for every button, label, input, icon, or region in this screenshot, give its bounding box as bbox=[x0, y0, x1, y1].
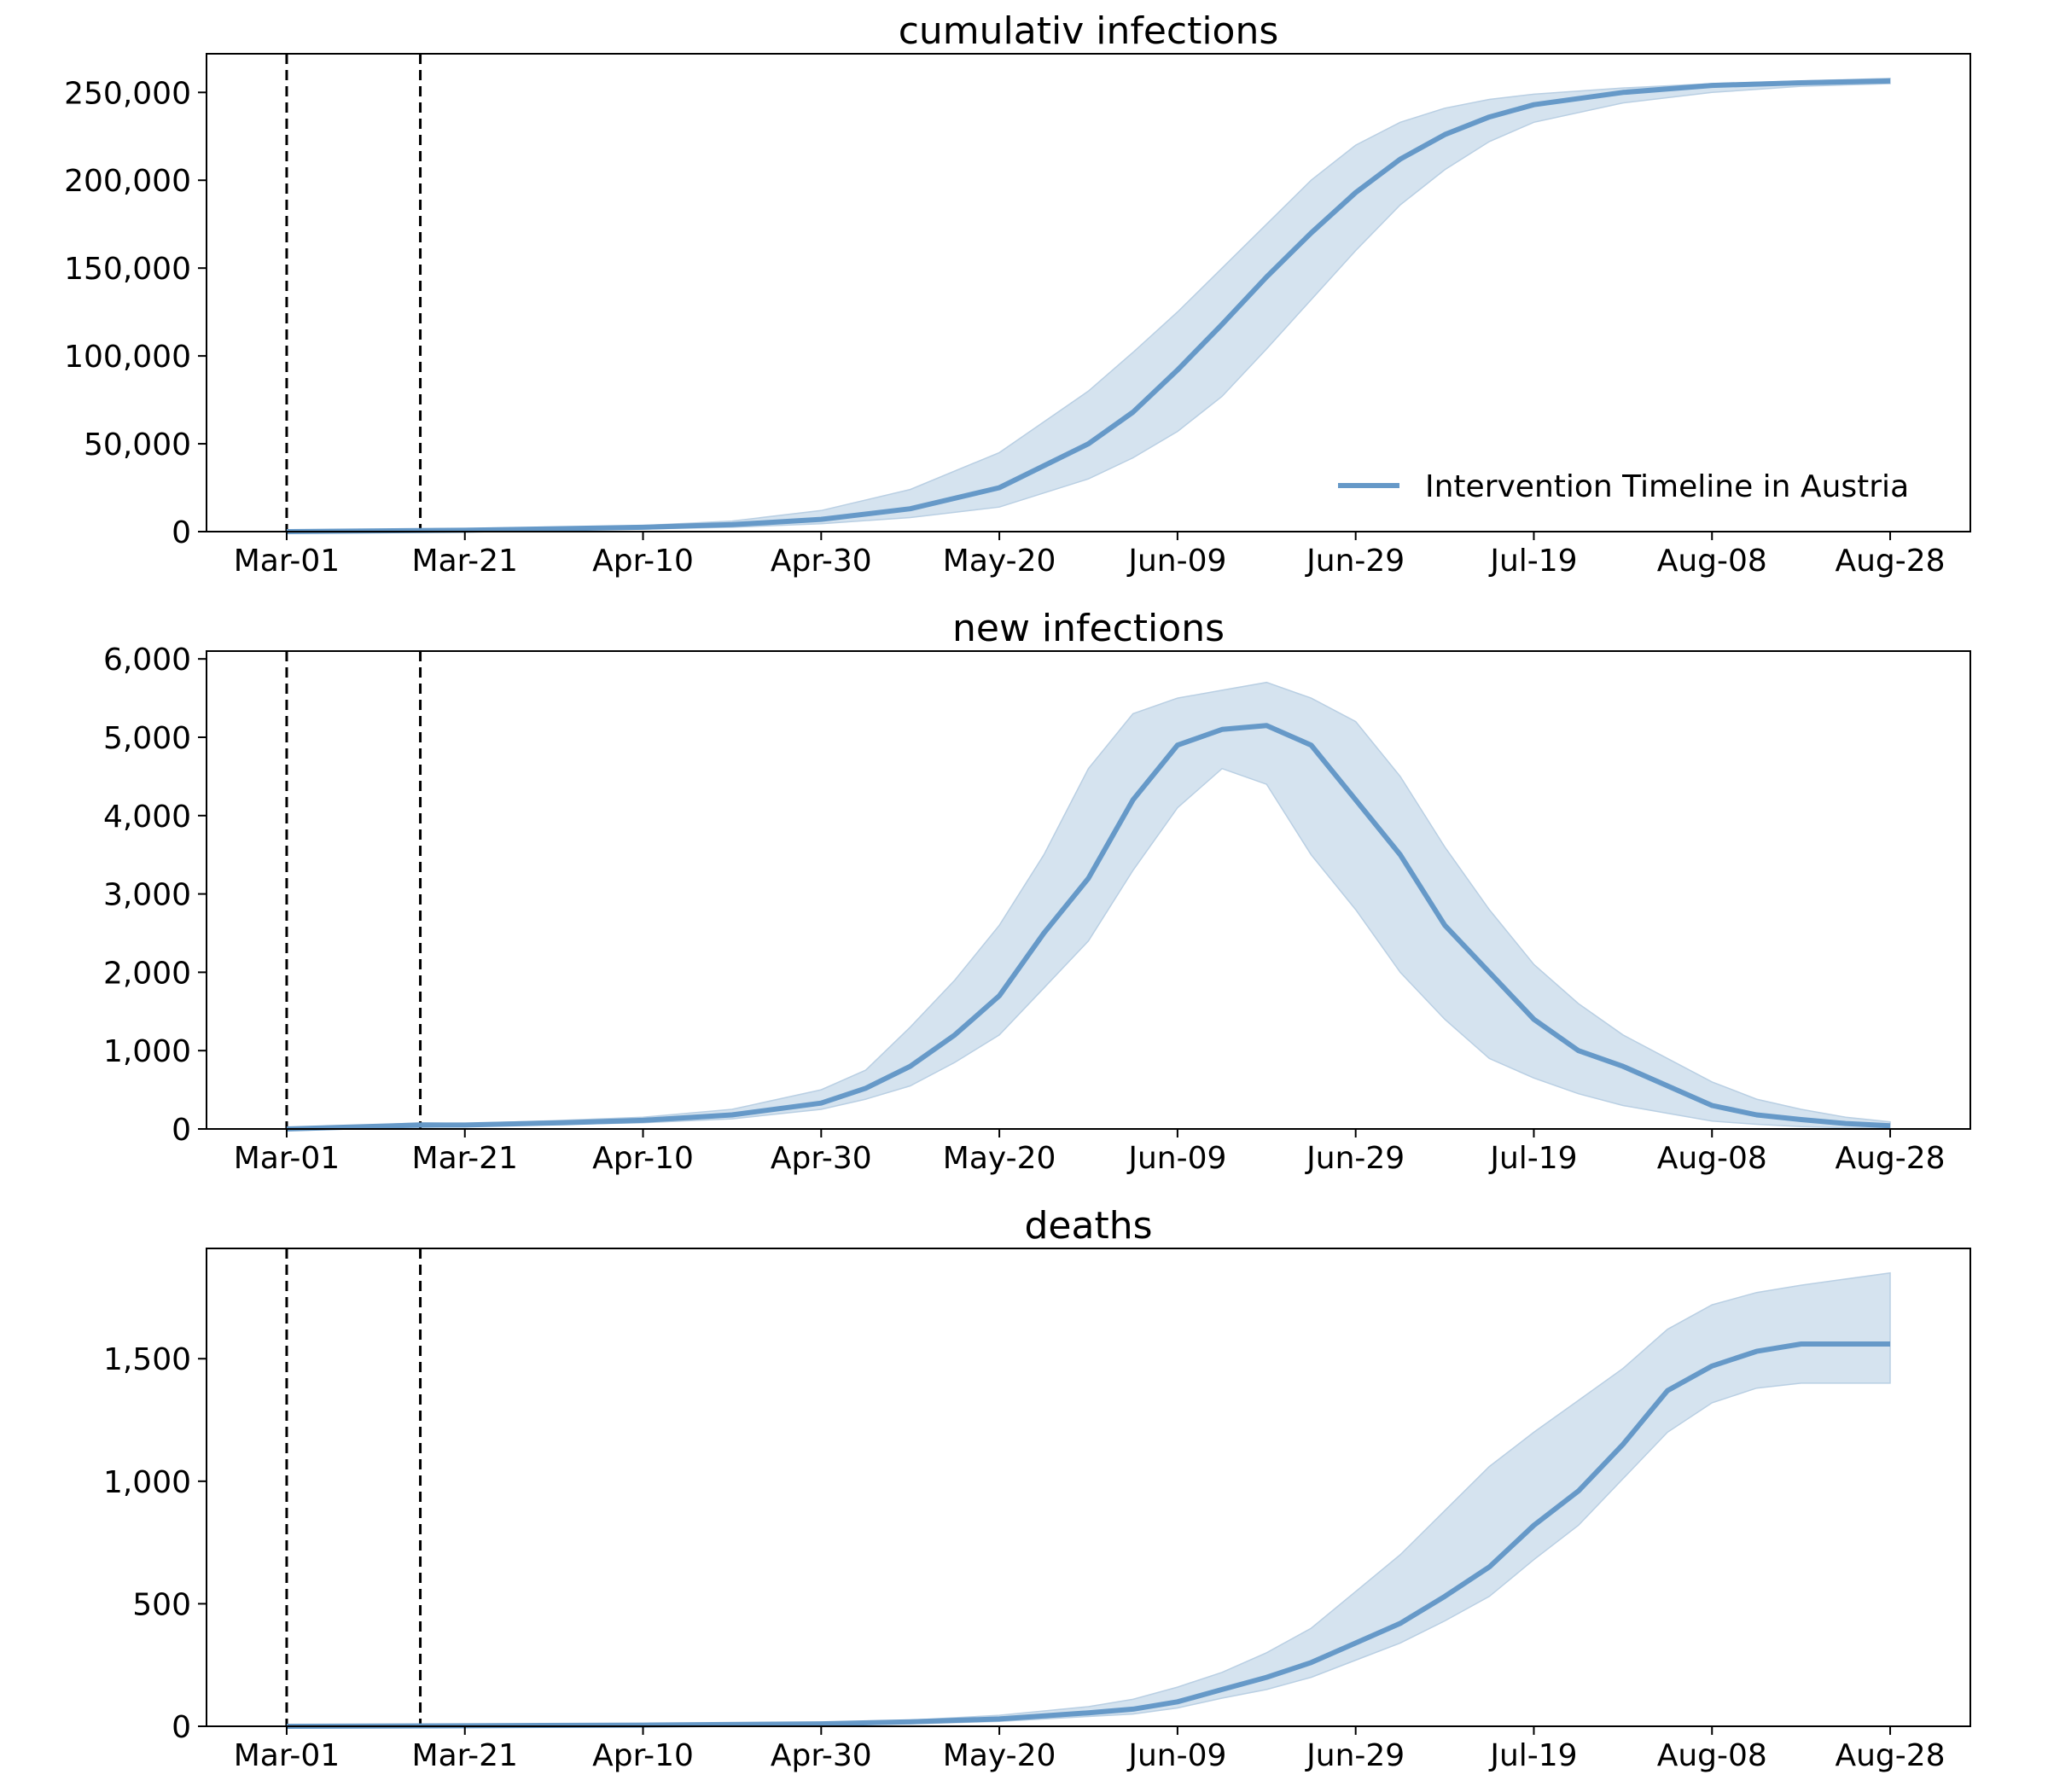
new-infections-median-line bbox=[286, 723, 1891, 1132]
new-infections-y-tick-label: 3,000 bbox=[103, 878, 191, 913]
cumulative-x-tick-label: Aug-08 bbox=[1657, 544, 1767, 579]
cumulative-x-tick-label: Jun-29 bbox=[1305, 544, 1405, 579]
deaths-title: deaths bbox=[1024, 1204, 1152, 1248]
new-infections-title: new infections bbox=[952, 607, 1225, 650]
cumulative-y-tick-label: 200,000 bbox=[64, 164, 191, 199]
cumulative-plot-frame bbox=[206, 53, 1971, 532]
cumulative-confidence-band bbox=[286, 78, 1891, 532]
cumulative-x-tick-label: Apr-10 bbox=[592, 544, 694, 579]
cumulative-x-tick-label: May-20 bbox=[943, 544, 1056, 579]
new-infections-x-tick-label: Jun-09 bbox=[1126, 1141, 1226, 1176]
new-infections-x-tick-label: Apr-30 bbox=[771, 1141, 872, 1176]
cumulative-median-line bbox=[286, 78, 1891, 534]
new-infections-confidence-band bbox=[286, 681, 1891, 1130]
deaths-y-tick-label: 0 bbox=[172, 1710, 191, 1745]
new-infections-y-tick-label: 1,000 bbox=[103, 1034, 191, 1069]
cumulative-y-tick-label: 0 bbox=[172, 515, 191, 550]
new-infections-x-tick-label: Jul-19 bbox=[1488, 1141, 1577, 1176]
new-infections-y-tick-label: 5,000 bbox=[103, 721, 191, 756]
new-infections-panel: new infections Mar-01 Mar-21 Apr-10 Apr-30 Ma… bbox=[103, 607, 1971, 1176]
cumulative-x-tick-label: Mar-01 bbox=[234, 544, 340, 579]
deaths-median-line bbox=[286, 1341, 1890, 1729]
new-infections-x-tick-label: May-20 bbox=[943, 1141, 1056, 1176]
legend-label: Intervention Timeline in Austria bbox=[1425, 469, 1909, 504]
deaths-x-tick-label: Aug-28 bbox=[1835, 1738, 1945, 1773]
deaths-y-tick-label: 1,000 bbox=[103, 1465, 191, 1500]
new-infections-x-tick-label: Mar-01 bbox=[234, 1141, 340, 1176]
deaths-x-tick-label: Apr-10 bbox=[592, 1738, 694, 1773]
deaths-confidence-band bbox=[286, 1271, 1891, 1727]
cumulative-x-tick-label: Jul-19 bbox=[1488, 544, 1577, 579]
cumulative-x-tick-label: Jun-09 bbox=[1126, 544, 1226, 579]
deaths-x-tick-label: May-20 bbox=[943, 1738, 1056, 1773]
deaths-x-tick-label: Aug-08 bbox=[1657, 1738, 1767, 1773]
new-infections-x-tick-label: Aug-08 bbox=[1657, 1141, 1767, 1176]
cumulative-y-tick-label: 150,000 bbox=[64, 252, 191, 287]
cumulative-y-tick-label: 50,000 bbox=[84, 428, 191, 463]
new-infections-plot-frame bbox=[206, 650, 1971, 1130]
deaths-x-tick-label: Mar-21 bbox=[412, 1738, 518, 1773]
deaths-plot-frame bbox=[206, 1248, 1971, 1727]
new-infections-y-tick-label: 0 bbox=[172, 1113, 191, 1148]
deaths-x-tick-label: Jul-19 bbox=[1488, 1738, 1577, 1773]
deaths-x-tick-label: Jun-09 bbox=[1126, 1738, 1226, 1773]
cumulative-y-tick-label: 100,000 bbox=[64, 340, 191, 375]
new-infections-x-tick-label: Aug-28 bbox=[1835, 1141, 1945, 1176]
cumulative-x-tick-label: Aug-28 bbox=[1835, 544, 1945, 579]
cumulative-x-tick-label: Mar-21 bbox=[412, 544, 518, 579]
cumulative-x-tick-label: Apr-30 bbox=[771, 544, 872, 579]
deaths-y-tick-label: 500 bbox=[132, 1587, 191, 1622]
deaths-x-tick-label: Jun-29 bbox=[1305, 1738, 1405, 1773]
cumulative-infections-panel: cumulativ infections Mar-01 Mar-21 Apr-10 Ap… bbox=[64, 9, 1971, 579]
new-infections-x-tick-label: Mar-21 bbox=[412, 1141, 518, 1176]
deaths-y-tick-label: 1,500 bbox=[103, 1342, 191, 1377]
cumulative-title: cumulativ infections bbox=[899, 9, 1279, 53]
new-infections-x-tick-label: Apr-10 bbox=[592, 1141, 694, 1176]
new-infections-y-tick-label: 2,000 bbox=[103, 956, 191, 991]
deaths-x-tick-label: Apr-30 bbox=[771, 1738, 872, 1773]
deaths-x-tick-label: Mar-01 bbox=[234, 1738, 340, 1773]
new-infections-y-tick-label: 6,000 bbox=[103, 643, 191, 678]
new-infections-x-tick-label: Jun-29 bbox=[1305, 1141, 1405, 1176]
new-infections-y-tick-label: 4,000 bbox=[103, 800, 191, 835]
cumulative-y-tick-label: 250,000 bbox=[64, 76, 191, 111]
deaths-panel: deaths Mar-01 Mar-21 Apr-10 Apr-30 May-20 Jun-… bbox=[103, 1204, 1971, 1773]
